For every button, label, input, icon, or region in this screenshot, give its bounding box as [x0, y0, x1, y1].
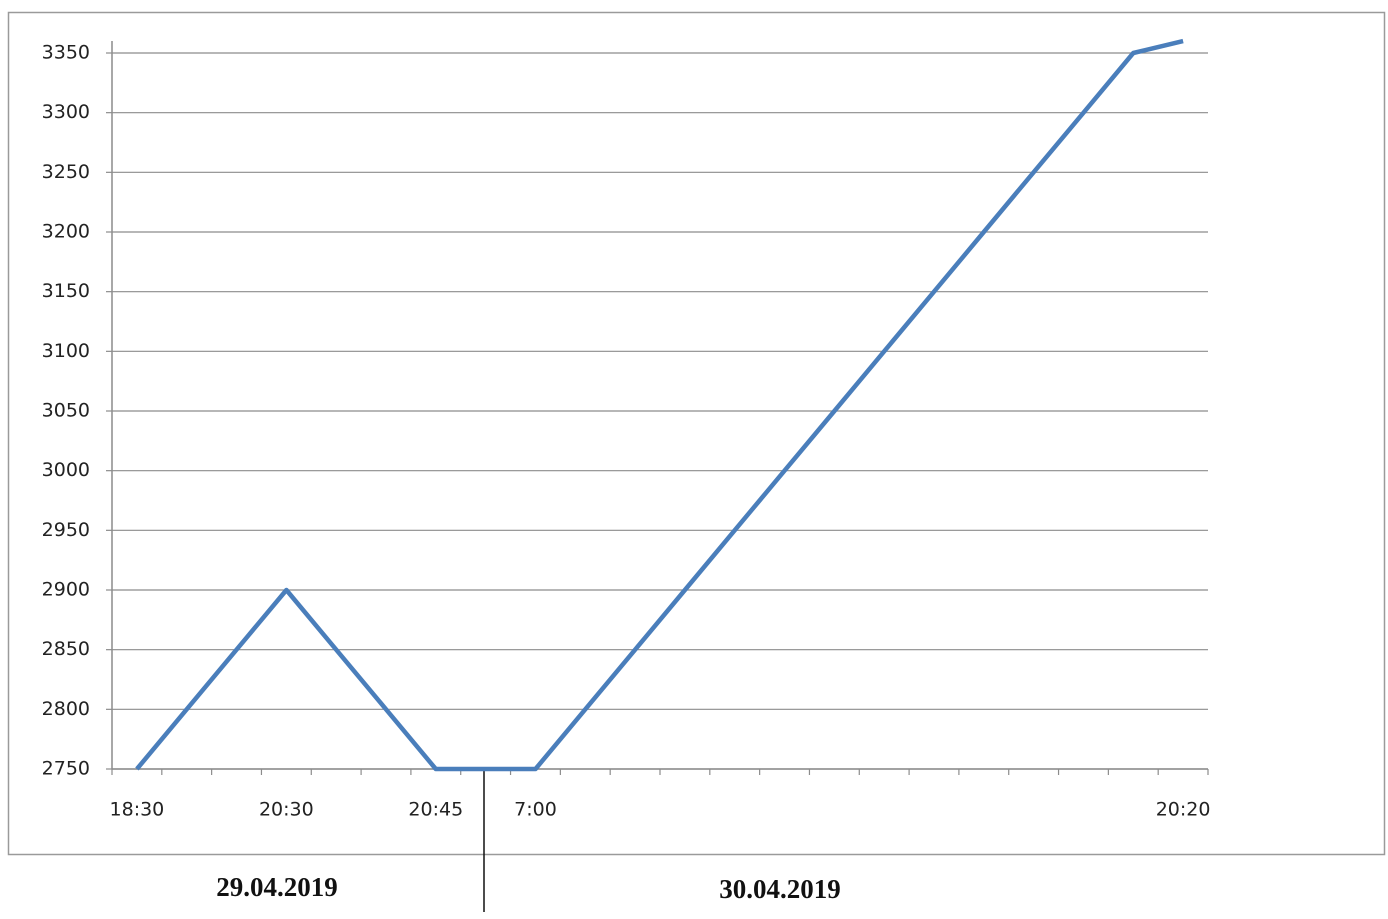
y-tick-label: 2800	[42, 698, 90, 720]
chart-frame	[7, 11, 1386, 856]
x-tick-label: 7:00	[514, 799, 557, 821]
date-label: 30.04.2019	[719, 874, 841, 904]
y-tick-label: 2900	[42, 579, 90, 601]
date-label: 29.04.2019	[216, 872, 338, 902]
x-tick-label: 20:45	[408, 799, 463, 821]
x-tick-label: 20:30	[259, 799, 314, 821]
y-tick-label: 3100	[42, 340, 90, 362]
x-tick-label: 20:20	[1156, 799, 1211, 821]
y-tick-label: 3250	[42, 161, 90, 183]
y-tick-label: 2950	[42, 519, 90, 541]
y-tick-label: 3350	[42, 42, 90, 64]
y-tick-label: 3000	[42, 459, 90, 481]
y-tick-label: 3150	[42, 280, 90, 302]
y-tick-label: 2750	[42, 758, 90, 780]
y-tick-label: 3300	[42, 101, 90, 123]
y-tick-label: 3050	[42, 400, 90, 422]
data-line	[135, 38, 1184, 772]
x-tick-label: 18:30	[110, 799, 165, 821]
y-tick-label: 2850	[42, 638, 90, 660]
y-tick-label: 3200	[42, 221, 90, 243]
